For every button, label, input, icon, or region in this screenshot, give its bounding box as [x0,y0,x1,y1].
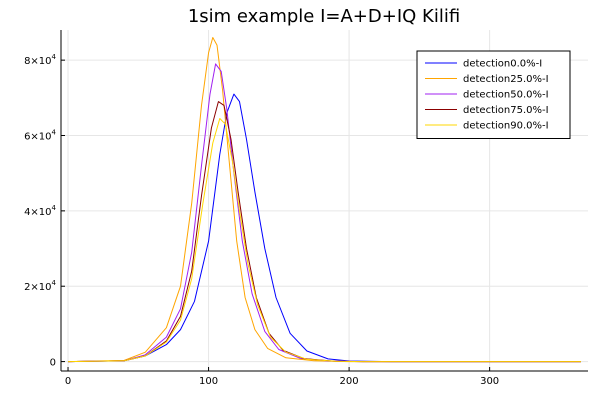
y-tick-exponent: 4 [52,279,57,287]
x-tick-label: 300 [480,376,499,387]
y-tick-exponent: 4 [52,53,57,61]
axes-layer [60,30,588,372]
y-tick-mantissa: 8×10 [24,56,51,67]
y-tick-label: 4×104 [24,204,56,218]
y-tick-exponent: 4 [52,204,57,212]
x-tick-label: 200 [340,376,359,387]
series-line-0 [67,93,581,363]
y-tick-mantissa: 6×10 [24,132,51,143]
y-tick-label: 6×104 [24,129,56,143]
series-line-3 [67,101,581,363]
legend-label: detection0.0%-I [463,59,542,70]
y-tick-label: 0 [50,358,56,369]
series-layer [67,37,581,363]
y-tick-mantissa: 4×10 [24,207,51,218]
legend-label: detection75.0%-I [463,105,549,116]
y-tick-label: 8×104 [24,53,56,67]
y-tick-exponent: 4 [52,129,57,137]
legend-label: detection90.0%-I [463,121,549,132]
x-tick-label: 100 [199,376,218,387]
series-line-1 [67,37,581,363]
legend-label: detection50.0%-I [463,90,549,101]
legend: detection0.0%-I detection25.0%-I detection… [416,50,571,139]
y-tick-mantissa: 2×10 [24,282,51,293]
series-line-4 [67,118,581,363]
legend-label: detection25.0%-I [463,74,549,85]
y-tick-label: 2×104 [24,279,56,293]
chart-title: 1sim example I=A+D+IQ Kilifi [188,6,460,27]
legend-box [416,50,571,139]
x-tick-label: 0 [65,376,71,387]
series-line-2 [67,63,581,363]
y-tick-mantissa: 0 [50,358,56,369]
